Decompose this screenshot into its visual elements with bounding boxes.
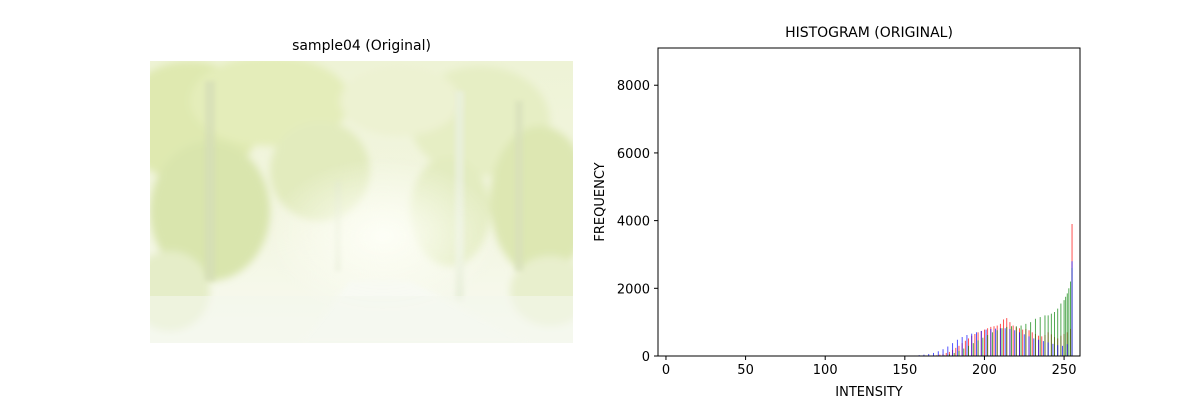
y-tick-label: 6000: [617, 147, 650, 162]
histogram-bar: [947, 346, 949, 356]
histogram-bar: [1015, 326, 1017, 356]
histogram-bar: [1065, 296, 1067, 356]
histogram-bar: [972, 343, 974, 356]
histogram-bar: [1070, 281, 1071, 356]
histogram-bar: [991, 332, 993, 356]
histogram-bar: [985, 329, 987, 356]
histogram-bar: [1041, 336, 1043, 356]
chart-title: HISTOGRAM (ORIGINAL): [785, 25, 953, 41]
histogram-bar: [1014, 330, 1016, 356]
x-tick-label: 150: [892, 363, 917, 378]
histogram-bar: [1054, 312, 1055, 356]
histogram-bar: [1020, 325, 1022, 356]
y-axis-label: FREQUENCY: [593, 162, 608, 241]
histogram-bar: [958, 350, 960, 356]
histogram-bar: [1003, 319, 1005, 356]
histogram-bar: [968, 345, 969, 356]
histogram-bar: [1063, 300, 1065, 356]
histogram-bar: [953, 352, 955, 356]
histogram-bar: [1030, 322, 1032, 356]
histogram-bar: [1047, 315, 1049, 356]
histogram-bar: [1066, 293, 1068, 356]
histogram-bar: [1068, 288, 1070, 356]
histogram-bar: [1028, 336, 1030, 356]
image-title: sample04 (Original): [292, 38, 431, 54]
histogram-bar: [1033, 338, 1035, 356]
plot-frame: [657, 47, 1081, 357]
histogram-bar: [1019, 332, 1020, 356]
y-tick-label: 0: [642, 350, 650, 365]
histogram-bar: [948, 351, 950, 356]
histogram-bar: [955, 347, 957, 356]
histogram-bar: [1001, 328, 1003, 356]
histogram-bar: [1057, 308, 1059, 356]
histogram-bar: [977, 340, 979, 356]
forest-road-photo: [150, 61, 573, 343]
histogram-bar: [1050, 313, 1052, 356]
histogram-bar: [964, 340, 966, 356]
histogram-bar: [1025, 323, 1027, 356]
histogram-bar: [987, 335, 989, 356]
x-tick-label: 100: [813, 363, 838, 378]
x-axis-label: INTENSITY: [835, 385, 902, 400]
histogram-bar: [945, 352, 947, 356]
histogram-bar: [1038, 339, 1040, 356]
histogram-bar: [923, 354, 925, 356]
histogram-bar: [982, 337, 984, 356]
histogram-bar: [1044, 315, 1046, 356]
x-tick-label: 250: [1052, 363, 1077, 378]
histogram-bar: [995, 328, 997, 356]
histogram-bar: [1004, 328, 1006, 356]
histogram-bar: [974, 334, 976, 356]
histogram-bar: [963, 348, 965, 356]
histogram-bar: [1071, 261, 1073, 356]
histogram-bar: [1006, 326, 1008, 356]
histogram-bar: [996, 330, 998, 356]
histogram-bar: [1062, 345, 1063, 356]
histogram-bar: [1066, 344, 1068, 356]
x-tick-label: 200: [972, 363, 997, 378]
histogram-bar: [966, 335, 968, 356]
histogram-bar: [942, 349, 944, 356]
histogram-bar: [961, 337, 963, 356]
histogram-bar: [980, 330, 982, 356]
histogram-bar: [933, 352, 934, 356]
y-tick-label: 8000: [617, 79, 650, 94]
x-axis-ticks: 0 50 100 150 200 250: [662, 356, 1077, 378]
histogram-bar: [1011, 326, 1012, 356]
histogram-bar: [1052, 343, 1054, 356]
histogram-bar: [1039, 317, 1041, 356]
histogram-bar: [976, 332, 977, 356]
histogram-bar: [956, 339, 958, 356]
histogram-bar: [999, 328, 1001, 356]
histogram-bar: [1057, 345, 1059, 356]
histogram-bar: [1023, 334, 1025, 356]
histogram-bar: [1031, 332, 1033, 356]
histogram-bar: [948, 354, 950, 356]
histogram-bar: [1042, 341, 1044, 356]
histogram-bar: [939, 354, 941, 356]
y-axis-ticks: 0 2000 4000 6000 8000: [617, 79, 658, 365]
histogram-bar: [990, 328, 992, 356]
histogram-bar: [993, 326, 995, 356]
histogram-bar: [937, 351, 939, 356]
x-tick-label: 50: [737, 363, 754, 378]
x-tick-label: 0: [662, 363, 670, 378]
histogram-bar: [1047, 342, 1049, 356]
histogram-bar: [1009, 328, 1011, 356]
histogram-bar: [984, 329, 985, 356]
histogram-bar: [1060, 303, 1062, 356]
histogram-bar: [1034, 318, 1036, 356]
histogram-bars: [904, 224, 1073, 356]
y-tick-label: 4000: [617, 215, 650, 230]
histogram-bar: [1012, 325, 1014, 356]
histogram-bar: [928, 353, 930, 356]
y-tick-label: 2000: [617, 282, 650, 297]
histogram-bar: [1022, 329, 1024, 356]
histogram-bar: [952, 343, 954, 356]
histogram-bar: [971, 333, 973, 356]
